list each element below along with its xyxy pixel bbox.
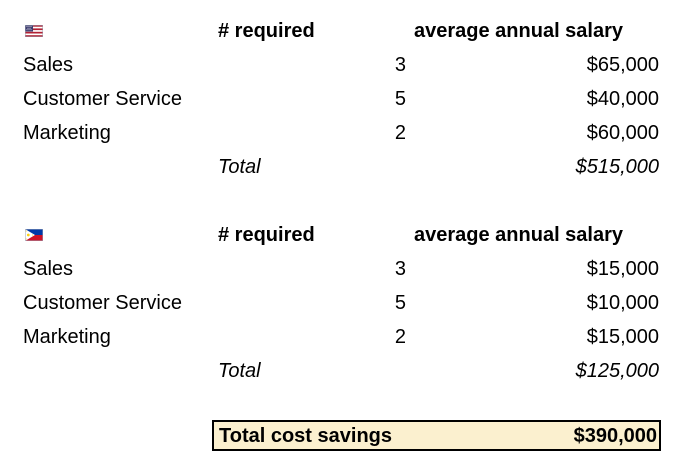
required-cell[interactable]: 2 [394,326,406,348]
total-row: Total $515,000 [0,150,682,184]
required-cell[interactable]: 5 [394,292,406,314]
required-cell[interactable]: 5 [394,88,406,110]
total-cost-savings-box[interactable]: Total cost savings $390,000 [212,420,661,451]
salary-cell[interactable]: $65,000 [586,54,659,76]
table-row: Marketing 2 $15,000 [0,320,682,354]
table-row: Marketing 2 $60,000 [0,116,682,150]
required-cell[interactable]: 3 [394,54,406,76]
ph-header-row: # required average annual salary [0,218,682,252]
salary-cell[interactable]: $15,000 [586,258,659,280]
salary-cell[interactable]: $15,000 [586,326,659,348]
philippines-flag-icon [25,229,43,241]
salary-header[interactable]: average annual salary [414,224,624,246]
department-cell[interactable]: Marketing [23,326,111,348]
required-cell[interactable]: 3 [394,258,406,280]
savings-label: Total cost savings [219,425,393,447]
table-row: Customer Service 5 $40,000 [0,82,682,116]
total-value[interactable]: $515,000 [575,156,659,178]
table-row: Sales 3 $15,000 [0,252,682,286]
total-row: Total $125,000 [0,354,682,388]
department-cell[interactable]: Customer Service [23,292,182,314]
total-value[interactable]: $125,000 [575,360,659,382]
us-header-row: # required average annual salary [0,14,682,48]
us-flag-icon [25,25,43,37]
department-cell[interactable]: Customer Service [23,88,182,110]
required-cell[interactable]: 2 [394,122,406,144]
salary-cell[interactable]: $40,000 [586,88,659,110]
total-label[interactable]: Total [218,156,261,178]
department-cell[interactable]: Sales [23,258,74,280]
table-row: Sales 3 $65,000 [0,48,682,82]
department-cell[interactable]: Marketing [23,122,111,144]
savings-value: $390,000 [573,425,657,447]
required-header[interactable]: # required [218,224,315,246]
table-row: Customer Service 5 $10,000 [0,286,682,320]
salary-cell[interactable]: $60,000 [586,122,659,144]
total-label[interactable]: Total [218,360,261,382]
department-cell[interactable]: Sales [23,54,74,76]
salary-cell[interactable]: $10,000 [586,292,659,314]
salary-header[interactable]: average annual salary [414,20,624,42]
required-header[interactable]: # required [218,20,315,42]
